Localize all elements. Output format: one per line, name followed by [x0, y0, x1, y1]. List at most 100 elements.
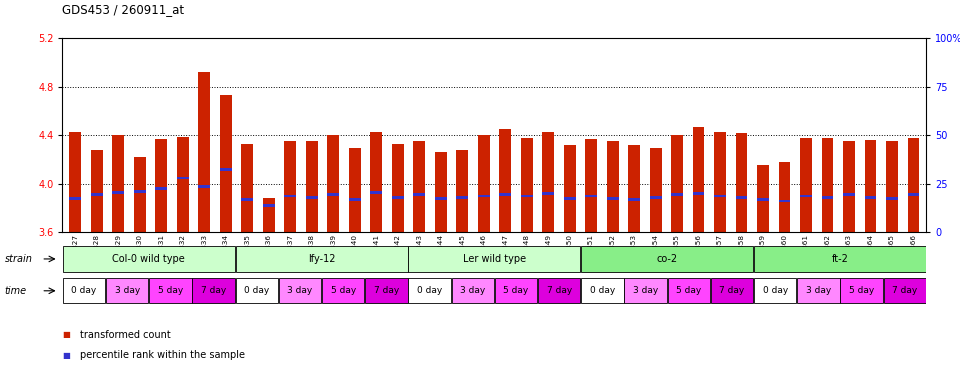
Bar	[628, 198, 640, 201]
Bar	[241, 198, 253, 201]
Bar	[710, 278, 754, 303]
Bar	[199, 185, 210, 188]
Bar	[650, 147, 661, 232]
Bar	[564, 145, 576, 232]
Bar	[494, 278, 538, 303]
Bar	[757, 198, 769, 201]
Bar	[671, 135, 683, 232]
Bar	[241, 144, 253, 232]
Bar	[322, 278, 365, 303]
Text: 0 day: 0 day	[417, 286, 443, 295]
Bar	[156, 187, 167, 190]
Text: 3 day: 3 day	[805, 286, 831, 295]
Bar	[177, 137, 189, 232]
Bar	[413, 194, 425, 196]
Text: 0 day: 0 day	[762, 286, 788, 295]
Bar	[607, 142, 618, 232]
Bar	[306, 196, 318, 199]
Bar	[714, 195, 726, 197]
Bar	[69, 132, 82, 232]
Text: 7 day: 7 day	[373, 286, 399, 295]
Bar	[284, 142, 296, 232]
Bar	[520, 195, 533, 197]
Bar	[671, 194, 683, 196]
Bar	[348, 198, 361, 201]
Bar	[478, 195, 490, 197]
Bar	[371, 132, 382, 232]
Bar	[327, 194, 339, 196]
Bar	[538, 278, 581, 303]
Text: 7 day: 7 day	[201, 286, 227, 295]
Bar	[843, 194, 855, 196]
Bar	[91, 150, 103, 232]
Bar	[220, 168, 231, 171]
Bar	[199, 72, 210, 232]
Bar	[754, 278, 797, 303]
Bar	[263, 198, 275, 232]
Text: 5 day: 5 day	[157, 286, 183, 295]
Bar	[435, 152, 446, 232]
Text: 5 day: 5 day	[849, 286, 875, 295]
Bar	[797, 278, 840, 303]
Bar	[327, 135, 339, 232]
Bar	[822, 196, 833, 199]
Bar	[408, 278, 451, 303]
Bar	[348, 147, 361, 232]
Bar	[843, 142, 855, 232]
Bar	[408, 246, 581, 272]
Text: 0 day: 0 day	[589, 286, 615, 295]
Bar	[306, 142, 318, 232]
Text: transformed count: transformed count	[80, 330, 171, 340]
Bar	[800, 138, 812, 232]
Bar	[757, 165, 769, 232]
Bar	[263, 204, 275, 207]
Text: 3 day: 3 day	[460, 286, 486, 295]
Bar	[624, 278, 667, 303]
Bar	[392, 196, 403, 199]
Bar	[907, 138, 920, 232]
Bar	[451, 278, 494, 303]
Text: Ler wild type: Ler wild type	[463, 254, 526, 264]
Bar	[456, 150, 468, 232]
Bar	[714, 132, 726, 232]
Text: ft-2: ft-2	[831, 254, 849, 264]
Bar	[883, 278, 926, 303]
Bar	[149, 278, 192, 303]
Bar	[667, 278, 710, 303]
Text: 3 day: 3 day	[114, 286, 140, 295]
Bar	[650, 196, 661, 199]
Text: percentile rank within the sample: percentile rank within the sample	[80, 350, 245, 360]
Bar	[192, 278, 235, 303]
Bar	[371, 191, 382, 194]
Bar	[365, 278, 408, 303]
Bar	[456, 196, 468, 199]
Bar	[156, 139, 167, 232]
Text: 5 day: 5 day	[330, 286, 356, 295]
Bar	[581, 278, 624, 303]
Bar	[133, 190, 146, 193]
Bar	[800, 195, 812, 197]
Text: 0 day: 0 day	[244, 286, 270, 295]
Bar	[754, 246, 926, 272]
Bar	[284, 195, 296, 197]
Bar	[520, 138, 533, 232]
Bar	[413, 142, 425, 232]
Bar	[499, 194, 511, 196]
Bar	[586, 139, 597, 232]
Text: strain: strain	[5, 254, 33, 264]
Text: GDS453 / 260911_at: GDS453 / 260911_at	[62, 3, 184, 16]
Bar	[435, 197, 446, 200]
Text: 7 day: 7 day	[892, 286, 918, 295]
Bar	[177, 176, 189, 179]
Bar	[542, 192, 554, 195]
Text: time: time	[5, 286, 27, 296]
Text: Col-0 wild type: Col-0 wild type	[112, 254, 185, 264]
Bar	[478, 135, 490, 232]
Bar	[886, 197, 898, 200]
Bar	[865, 196, 876, 199]
Bar	[235, 246, 408, 272]
Bar	[586, 195, 597, 197]
Bar	[564, 197, 576, 200]
Bar	[133, 157, 146, 232]
Text: co-2: co-2	[657, 254, 678, 264]
